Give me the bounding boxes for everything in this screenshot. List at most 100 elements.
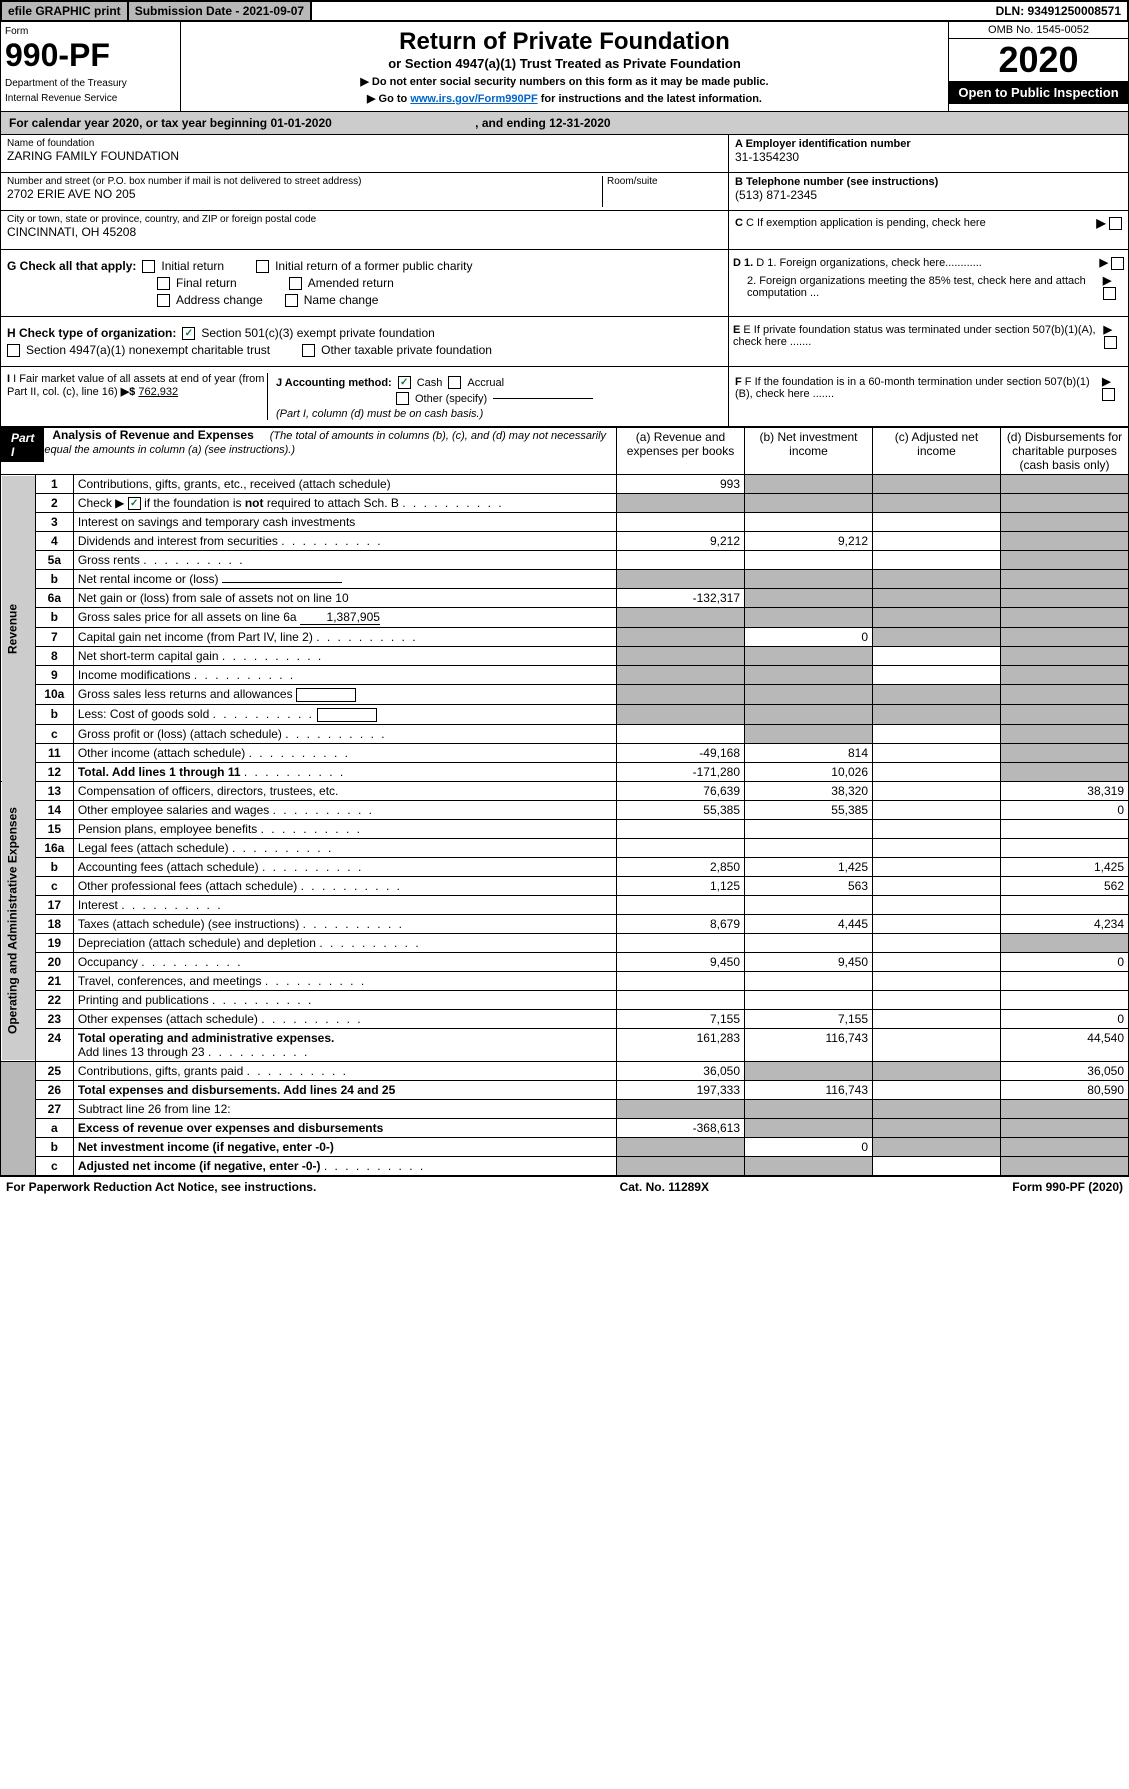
revenue-side-label: Revenue (1, 475, 36, 782)
cat-no: Cat. No. 11289X (620, 1180, 709, 1194)
header-center: Return of Private Foundation or Section … (181, 22, 948, 111)
row-10b: bLess: Cost of goods sold (1, 705, 1129, 725)
paperwork-notice: For Paperwork Reduction Act Notice, see … (6, 1180, 316, 1194)
initial-return-checkbox[interactable] (142, 260, 155, 273)
open-public-badge: Open to Public Inspection (949, 81, 1128, 104)
header-left: Form 990-PF Department of the Treasury I… (1, 22, 181, 111)
col-b-header: (b) Net investment income (745, 428, 873, 475)
row-5b: bNet rental income or (loss) (1, 570, 1129, 589)
col-a-header: (a) Revenue and expenses per books (617, 428, 745, 475)
row-10c: cGross profit or (loss) (attach schedule… (1, 724, 1129, 743)
ssn-note: ▶ Do not enter social security numbers o… (187, 75, 942, 88)
row-23: 23Other expenses (attach schedule) 7,155… (1, 1009, 1129, 1028)
dept-treasury: Department of the Treasury (5, 78, 176, 89)
row-14: 14Other employee salaries and wages 55,3… (1, 800, 1129, 819)
f-checkbox[interactable] (1102, 388, 1115, 401)
g-d-block: G Check all that apply: Initial return I… (0, 250, 1129, 317)
other-taxable-checkbox[interactable] (302, 344, 315, 357)
accrual-checkbox[interactable] (448, 376, 461, 389)
row-7: 7Capital gain net income (from Part IV, … (1, 628, 1129, 647)
d1-checkbox[interactable] (1111, 257, 1124, 270)
row-24: 24Total operating and administrative exp… (1, 1028, 1129, 1061)
row-8: 8Net short-term capital gain (1, 647, 1129, 666)
schb-checkbox[interactable] (128, 497, 141, 510)
row-16b: bAccounting fees (attach schedule) 2,850… (1, 857, 1129, 876)
row-13: Operating and Administrative Expenses 13… (1, 781, 1129, 800)
city-state-zip: CINCINNATI, OH 45208 (7, 225, 722, 239)
row-19: 19Depreciation (attach schedule) and dep… (1, 933, 1129, 952)
goto-note: ▶ Go to www.irs.gov/Form990PF for instru… (187, 92, 942, 105)
row-2: 2 Check ▶ if the foundation is not requi… (1, 494, 1129, 513)
row-11: 11Other income (attach schedule) -49,168… (1, 743, 1129, 762)
row-4: 4Dividends and interest from securities … (1, 532, 1129, 551)
ein-row: A Employer identification number 31-1354… (729, 135, 1128, 173)
foundation-name: ZARING FAMILY FOUNDATION (7, 149, 722, 163)
street-address: 2702 ERIE AVE NO 205 (7, 187, 602, 201)
f-section: F F If the foundation is in a 60-month t… (728, 367, 1128, 426)
part1-label: Part I (1, 428, 44, 462)
name-change-checkbox[interactable] (285, 294, 298, 307)
4947-checkbox[interactable] (7, 344, 20, 357)
d2-checkbox[interactable] (1103, 287, 1116, 300)
other-method-checkbox[interactable] (396, 392, 409, 405)
h-section: H Check type of organization: Section 50… (1, 317, 728, 366)
row-6a: 6aNet gain or (loss) from sale of assets… (1, 589, 1129, 608)
submission-date: Submission Date - 2021-09-07 (129, 2, 312, 20)
room-label: Room/suite (607, 176, 722, 187)
page-footer: For Paperwork Reduction Act Notice, see … (0, 1176, 1129, 1197)
row-1: Revenue 1 Contributions, gifts, grants, … (1, 475, 1129, 494)
final-return-checkbox[interactable] (157, 277, 170, 290)
row-15: 15Pension plans, employee benefits (1, 819, 1129, 838)
entity-right: A Employer identification number 31-1354… (728, 135, 1128, 249)
i-j-section: I I Fair market value of all assets at e… (1, 367, 728, 426)
c-row: C C If exemption application is pending,… (729, 211, 1128, 249)
form-subtitle: or Section 4947(a)(1) Trust Treated as P… (187, 56, 942, 71)
form-title: Return of Private Foundation (187, 28, 942, 56)
row-22: 22Printing and publications (1, 990, 1129, 1009)
row-21: 21Travel, conferences, and meetings (1, 971, 1129, 990)
col-c-header: (c) Adjusted net income (873, 428, 1001, 475)
h-e-block: H Check type of organization: Section 50… (0, 317, 1129, 367)
omb-number: OMB No. 1545-0052 (949, 22, 1128, 39)
dept-irs: Internal Revenue Service (5, 93, 176, 104)
501c3-checkbox[interactable] (182, 327, 195, 340)
row-12: 12Total. Add lines 1 through 11 -171,280… (1, 762, 1129, 781)
tel-value: (513) 871-2345 (735, 188, 1122, 202)
efile-print-label: efile GRAPHIC print (2, 2, 129, 20)
form-footer: Form 990-PF (2020) (1012, 1180, 1123, 1194)
form990pf-link[interactable]: www.irs.gov/Form990PF (410, 93, 537, 105)
entity-block: Name of foundation ZARING FAMILY FOUNDAT… (0, 135, 1129, 250)
i-j-f-block: I I Fair market value of all assets at e… (0, 367, 1129, 427)
initial-former-checkbox[interactable] (256, 260, 269, 273)
row-27: 27Subtract line 26 from line 12: (1, 1099, 1129, 1118)
ein-value: 31-1354230 (735, 150, 1122, 164)
row-17: 17Interest (1, 895, 1129, 914)
row-9: 9Income modifications (1, 666, 1129, 685)
tax-year: 2020 (949, 39, 1128, 81)
e-section: E E If private foundation status was ter… (728, 317, 1128, 366)
e-checkbox[interactable] (1104, 336, 1117, 349)
expenses-side-label: Operating and Administrative Expenses (1, 781, 36, 1061)
form-header: Form 990-PF Department of the Treasury I… (0, 22, 1129, 112)
row-26: 26Total expenses and disbursements. Add … (1, 1080, 1129, 1099)
dln-label: DLN: 93491250008571 (990, 2, 1127, 20)
addr-change-checkbox[interactable] (157, 294, 170, 307)
row-5a: 5aGross rents (1, 551, 1129, 570)
row-18: 18Taxes (attach schedule) (see instructi… (1, 914, 1129, 933)
header-right: OMB No. 1545-0052 2020 Open to Public In… (948, 22, 1128, 111)
row-3: 3Interest on savings and temporary cash … (1, 513, 1129, 532)
form-number: 990-PF (5, 37, 176, 74)
form-label: Form (5, 26, 176, 37)
g-section: G Check all that apply: Initial return I… (1, 250, 728, 316)
address-row: Number and street (or P.O. box number if… (1, 173, 728, 211)
row-27a: aExcess of revenue over expenses and dis… (1, 1118, 1129, 1137)
col-d-header: (d) Disbursements for charitable purpose… (1001, 428, 1129, 475)
top-bar: efile GRAPHIC print Submission Date - 20… (0, 0, 1129, 22)
entity-left: Name of foundation ZARING FAMILY FOUNDAT… (1, 135, 728, 249)
row-10a: 10aGross sales less returns and allowanc… (1, 685, 1129, 705)
row-27c: cAdjusted net income (if negative, enter… (1, 1156, 1129, 1175)
part1-header: Part I Analysis of Revenue and Expenses(… (1, 428, 616, 462)
amended-checkbox[interactable] (289, 277, 302, 290)
c-checkbox[interactable] (1109, 217, 1122, 230)
cash-checkbox[interactable] (398, 376, 411, 389)
